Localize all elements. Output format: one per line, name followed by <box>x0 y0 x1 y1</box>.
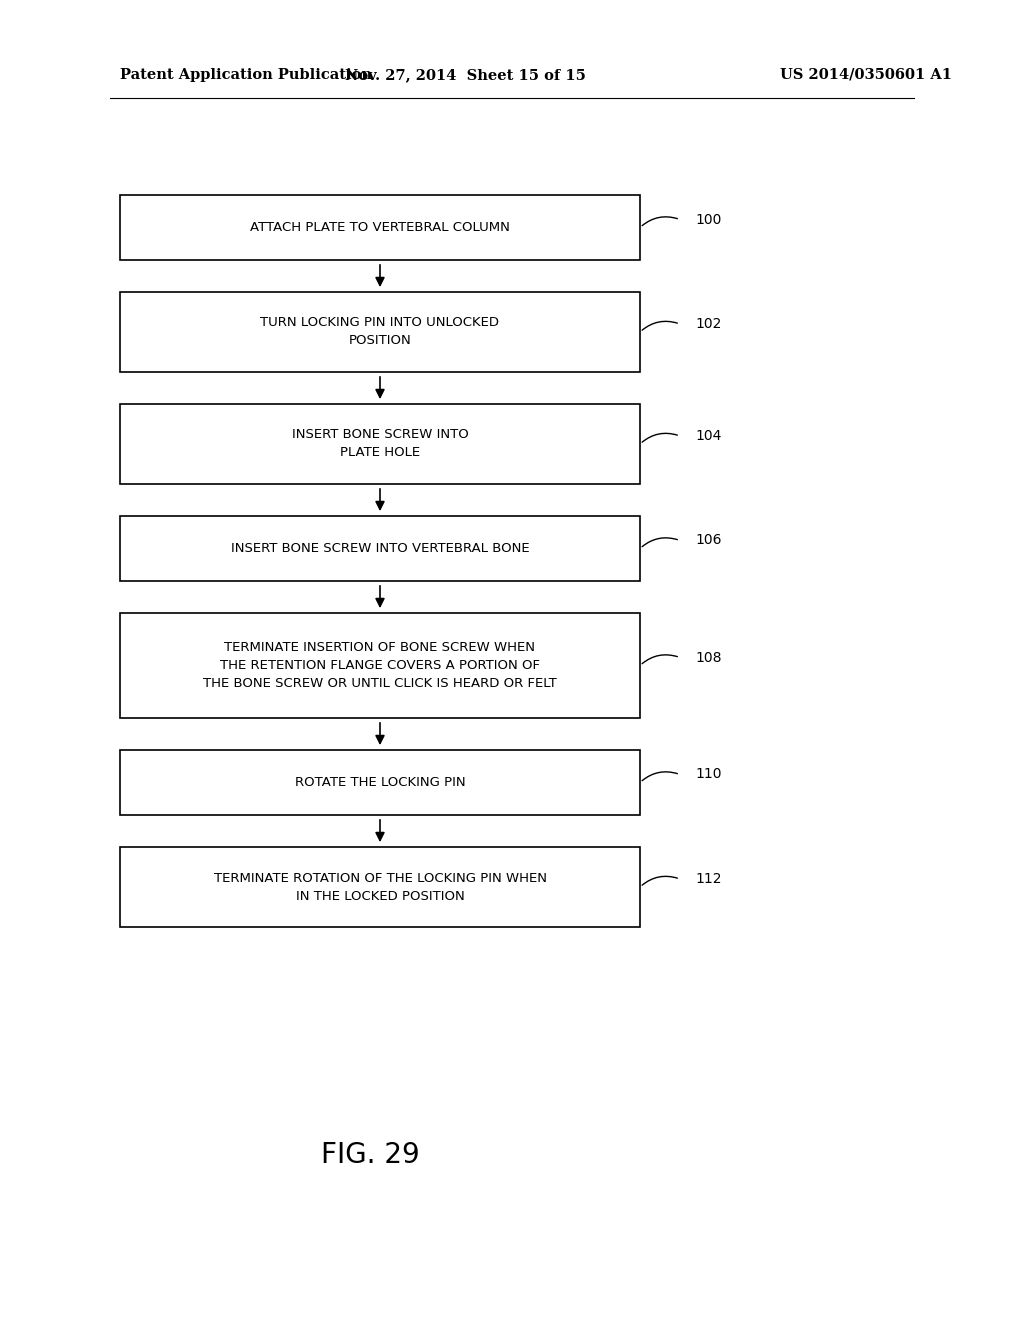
Text: FIG. 29: FIG. 29 <box>321 1140 420 1170</box>
Bar <box>120 404 640 484</box>
Text: INSERT BONE SCREW INTO VERTEBRAL BONE: INSERT BONE SCREW INTO VERTEBRAL BONE <box>230 543 529 554</box>
Bar <box>120 292 640 372</box>
Text: TERMINATE INSERTION OF BONE SCREW WHEN
THE RETENTION FLANGE COVERS A PORTION OF
: TERMINATE INSERTION OF BONE SCREW WHEN T… <box>203 642 557 690</box>
Text: 106: 106 <box>695 533 722 548</box>
Text: 110: 110 <box>695 767 722 781</box>
Text: ATTACH PLATE TO VERTEBRAL COLUMN: ATTACH PLATE TO VERTEBRAL COLUMN <box>250 220 510 234</box>
Text: 100: 100 <box>695 213 721 227</box>
Text: 104: 104 <box>695 429 721 444</box>
Bar <box>120 750 640 814</box>
Bar <box>120 847 640 927</box>
Text: INSERT BONE SCREW INTO
PLATE HOLE: INSERT BONE SCREW INTO PLATE HOLE <box>292 429 468 459</box>
Text: Nov. 27, 2014  Sheet 15 of 15: Nov. 27, 2014 Sheet 15 of 15 <box>345 69 587 82</box>
Text: US 2014/0350601 A1: US 2014/0350601 A1 <box>780 69 952 82</box>
Bar <box>120 195 640 260</box>
Text: Patent Application Publication: Patent Application Publication <box>120 69 372 82</box>
Text: TURN LOCKING PIN INTO UNLOCKED
POSITION: TURN LOCKING PIN INTO UNLOCKED POSITION <box>260 317 500 347</box>
Text: 108: 108 <box>695 651 722 664</box>
Bar <box>120 612 640 718</box>
Bar <box>120 516 640 581</box>
Text: ROTATE THE LOCKING PIN: ROTATE THE LOCKING PIN <box>295 776 465 789</box>
Text: 102: 102 <box>695 317 721 331</box>
Text: 112: 112 <box>695 873 722 886</box>
Text: TERMINATE ROTATION OF THE LOCKING PIN WHEN
IN THE LOCKED POSITION: TERMINATE ROTATION OF THE LOCKING PIN WH… <box>213 871 547 903</box>
